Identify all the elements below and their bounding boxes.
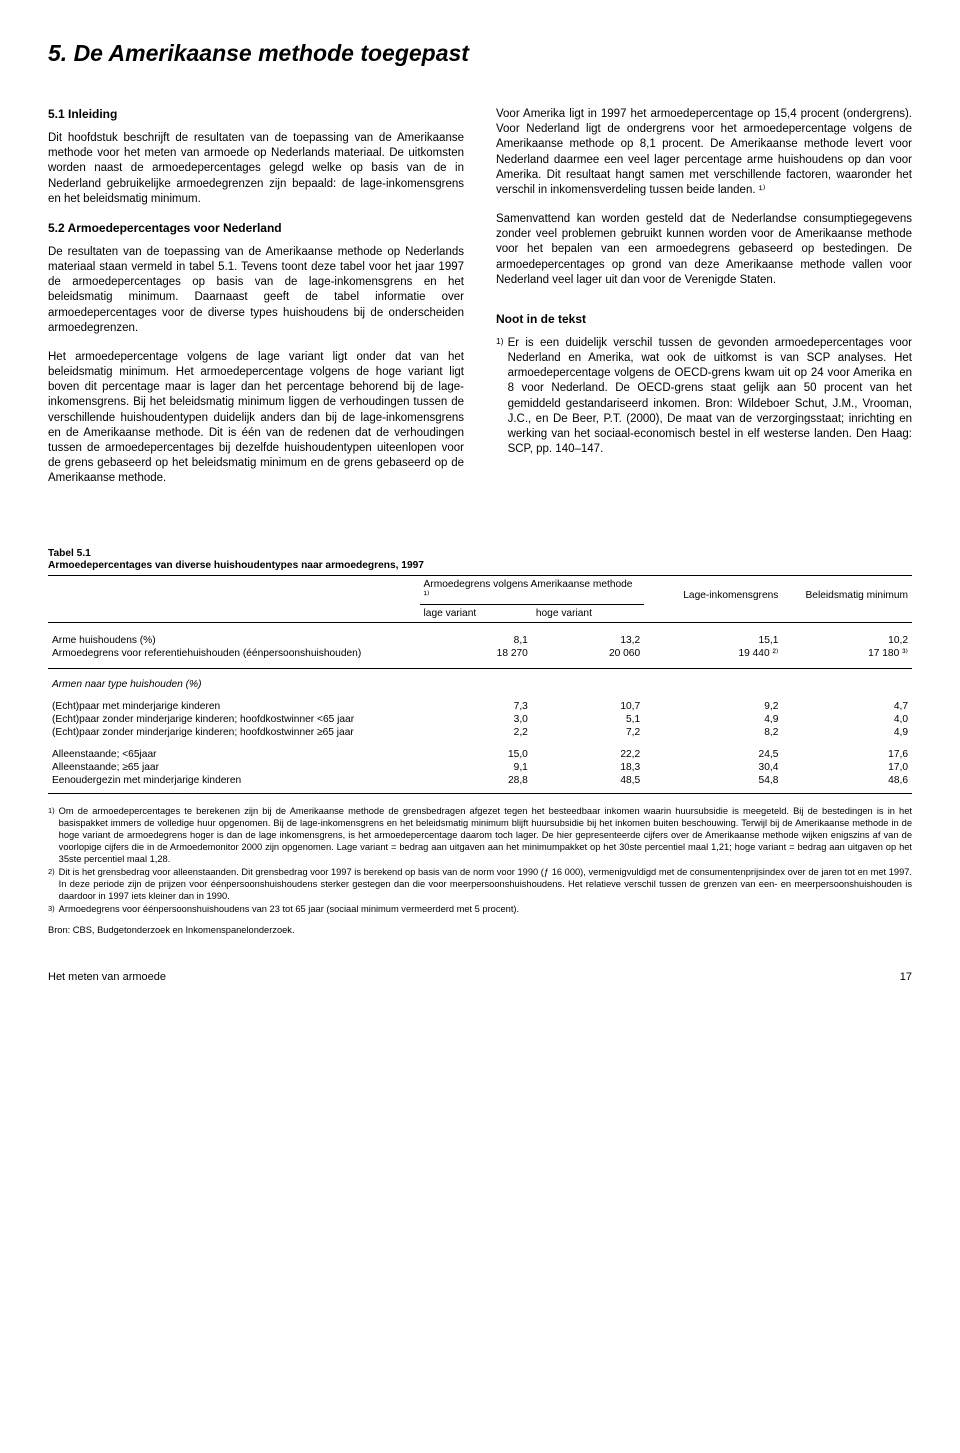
note-heading: Noot in de tekst xyxy=(496,312,912,326)
chapter-title: 5. De Amerikaanse methode toegepast xyxy=(48,40,912,67)
two-column-body: 5.1 Inleiding Dit hoofdstuk beschrijft d… xyxy=(48,107,912,500)
cell-value: 18 270 xyxy=(420,647,532,660)
cell-value: 4,0 xyxy=(782,713,912,726)
note-1-marker: 1) xyxy=(496,336,504,457)
cell-value: 3,0 xyxy=(420,713,532,726)
table-5-1: Tabel 5.1 Armoedepercentages van diverse… xyxy=(48,548,912,935)
row-label: Eenoudergezin met minderjarige kinderen xyxy=(48,774,420,787)
table-rule-top xyxy=(48,575,912,576)
table-title: Tabel 5.1 xyxy=(48,548,912,559)
note-1: 1) Er is een duidelijk verschil tussen d… xyxy=(496,336,912,457)
cell-value: 4,9 xyxy=(644,713,782,726)
section-5-2-heading: 5.2 Armoedepercentages voor Nederland xyxy=(48,221,464,235)
table-row-group-label: Armen naar type huishouden (%) xyxy=(48,671,912,691)
head-group-amerikaanse: Armoedegrens volgens Amerikaanse methode… xyxy=(420,578,645,602)
table-footnotes: 1) Om de armoedepercentages te berekenen… xyxy=(48,806,912,915)
cell-value: 2,2 xyxy=(420,726,532,739)
data-table: Armoedegrens volgens Amerikaanse methode… xyxy=(48,578,912,796)
footnote-1-text: Om de armoedepercentages te berekenen zi… xyxy=(59,806,912,865)
right-column: Voor Amerika ligt in 1997 het armoedeper… xyxy=(496,107,912,500)
cell-value: 10,2 xyxy=(782,625,912,647)
cell-value: 54,8 xyxy=(644,774,782,787)
row-label: (Echt)paar zonder minderjarige kinderen;… xyxy=(48,726,420,739)
head-lage-inkomensgrens: Lage-inkomensgrens xyxy=(644,578,782,602)
cell-value: 4,7 xyxy=(782,691,912,713)
right-p2: Samenvattend kan worden gesteld dat de N… xyxy=(496,212,912,288)
table-row: Alleenstaande; <65jaar 15,0 22,2 24,5 17… xyxy=(48,739,912,761)
right-p1: Voor Amerika ligt in 1997 het armoedeper… xyxy=(496,107,912,198)
left-column: 5.1 Inleiding Dit hoofdstuk beschrijft d… xyxy=(48,107,464,500)
row-label: Alleenstaande; <65jaar xyxy=(48,739,420,761)
table-source: Bron: CBS, Budgetonderzoek en Inkomenspa… xyxy=(48,925,912,935)
cell-value: 17,6 xyxy=(782,739,912,761)
section-5-2-p2: Het armoedepercentage volgens de lage va… xyxy=(48,350,464,487)
row-label: Alleenstaande; ≥65 jaar xyxy=(48,761,420,774)
section-5-1-p1: Dit hoofdstuk beschrijft de resultaten v… xyxy=(48,131,464,207)
row-label: Arme huishoudens (%) xyxy=(48,625,420,647)
cell-value: 17,0 xyxy=(782,761,912,774)
footnote-3-text: Armoedegrens voor éénpersoonshuishoudens… xyxy=(59,904,912,916)
cell-value: 24,5 xyxy=(644,739,782,761)
footnote-3-marker: 3) xyxy=(48,904,55,916)
cell-value: 9,1 xyxy=(420,761,532,774)
cell-value: 7,2 xyxy=(532,726,644,739)
note-1-text: Er is een duidelijk verschil tussen de g… xyxy=(508,336,912,457)
cell-value: 48,5 xyxy=(532,774,644,787)
cell-value: 30,4 xyxy=(644,761,782,774)
head-beleidsmatig-minimum: Beleidsmatig minimum xyxy=(782,578,912,602)
cell-value: 9,2 xyxy=(644,691,782,713)
page-footer: Het meten van armoede 17 xyxy=(48,971,912,983)
group-label: Armen naar type huishouden (%) xyxy=(48,671,912,691)
cell-value: 28,8 xyxy=(420,774,532,787)
section-5-2-p1: De resultaten van de toepassing van de A… xyxy=(48,245,464,336)
cell-value: 48,6 xyxy=(782,774,912,787)
table-row: Arme huishoudens (%) 8,1 13,2 15,1 10,2 xyxy=(48,625,912,647)
section-5-1-heading: 5.1 Inleiding xyxy=(48,107,464,121)
cell-value: 5,1 xyxy=(532,713,644,726)
table-row: (Echt)paar zonder minderjarige kinderen;… xyxy=(48,726,912,739)
table-subtitle: Armoedepercentages van diverse huishoude… xyxy=(48,560,912,571)
footnote-1: 1) Om de armoedepercentages te berekenen… xyxy=(48,806,912,865)
cell-value: 15,1 xyxy=(644,625,782,647)
head-lage-variant: lage variant xyxy=(420,607,532,620)
row-label: Armoedegrens voor referentiehuishouden (… xyxy=(48,647,420,660)
row-label: (Echt)paar zonder minderjarige kinderen;… xyxy=(48,713,420,726)
head-hoge-variant: hoge variant xyxy=(532,607,644,620)
cell-value: 18,3 xyxy=(532,761,644,774)
cell-value: 7,3 xyxy=(420,691,532,713)
cell-value: 13,2 xyxy=(532,625,644,647)
cell-value: 8,2 xyxy=(644,726,782,739)
table-row: Eenoudergezin met minderjarige kinderen … xyxy=(48,774,912,787)
table-row: Alleenstaande; ≥65 jaar 9,1 18,3 30,4 17… xyxy=(48,761,912,774)
cell-value: 19 440 ²⁾ xyxy=(644,647,782,660)
table-row: (Echt)paar zonder minderjarige kinderen;… xyxy=(48,713,912,726)
cell-value: 4,9 xyxy=(782,726,912,739)
cell-value: 17 180 ³⁾ xyxy=(782,647,912,660)
footnote-2-marker: 2) xyxy=(48,867,55,903)
cell-value: 22,2 xyxy=(532,739,644,761)
cell-value: 20 060 xyxy=(532,647,644,660)
row-label: (Echt)paar met minderjarige kinderen xyxy=(48,691,420,713)
cell-value: 8,1 xyxy=(420,625,532,647)
footer-page-number: 17 xyxy=(900,971,912,983)
footer-left: Het meten van armoede xyxy=(48,971,166,983)
footnote-2-text: Dit is het grensbedrag voor alleenstaand… xyxy=(59,867,912,903)
cell-value: 10,7 xyxy=(532,691,644,713)
footnote-1-marker: 1) xyxy=(48,806,55,865)
table-row: (Echt)paar met minderjarige kinderen 7,3… xyxy=(48,691,912,713)
table-row: Armoedegrens voor referentiehuishouden (… xyxy=(48,647,912,660)
footnote-3: 3) Armoedegrens voor éénpersoonshuishoud… xyxy=(48,904,912,916)
cell-value: 15,0 xyxy=(420,739,532,761)
footnote-2: 2) Dit is het grensbedrag voor alleensta… xyxy=(48,867,912,903)
